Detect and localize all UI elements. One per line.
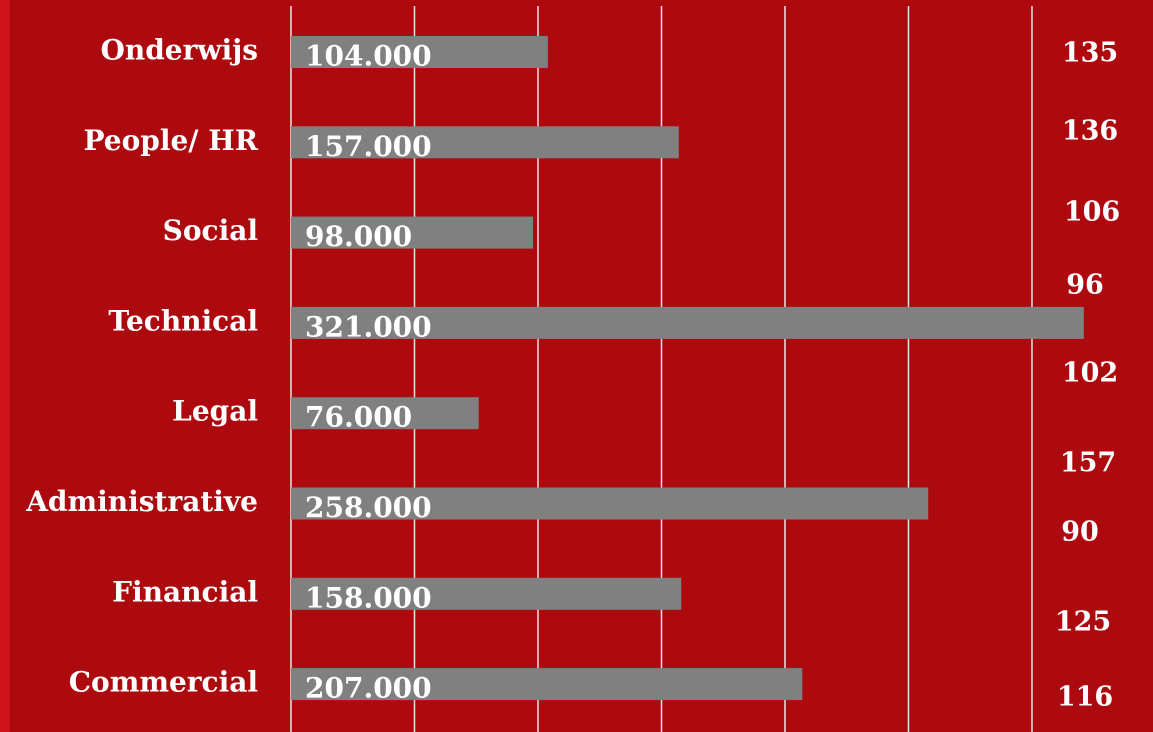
bar bbox=[291, 216, 534, 249]
side-value: 135 bbox=[1062, 38, 1118, 69]
side-value: 125 bbox=[1055, 607, 1111, 638]
bar bbox=[291, 126, 679, 159]
side-value: 116 bbox=[1057, 682, 1113, 713]
bar bbox=[291, 306, 1084, 339]
bar bbox=[291, 397, 479, 430]
side-value: 136 bbox=[1062, 116, 1118, 147]
category-label: Administrative bbox=[25, 485, 258, 518]
category-label: Commercial bbox=[69, 666, 258, 699]
category-label: People/ HR bbox=[83, 124, 258, 157]
bar bbox=[291, 487, 929, 520]
side-value: 96 bbox=[1066, 270, 1104, 301]
side-value: 106 bbox=[1064, 197, 1120, 228]
value-label: 76.000 bbox=[305, 401, 412, 434]
side-value: 157 bbox=[1060, 448, 1116, 479]
category-label: Financial bbox=[112, 575, 258, 608]
bar bbox=[291, 36, 548, 68]
bar bbox=[291, 577, 682, 610]
left-strip bbox=[0, 0, 10, 732]
category-label: Legal bbox=[172, 395, 258, 428]
value-label: 157.000 bbox=[305, 130, 432, 163]
category-label: Onderwijs bbox=[100, 34, 258, 67]
value-label: 207.000 bbox=[305, 672, 432, 705]
value-label: 158.000 bbox=[305, 581, 432, 614]
category-label: Social bbox=[163, 214, 258, 247]
value-label: 321.000 bbox=[305, 310, 432, 343]
value-label: 98.000 bbox=[305, 220, 412, 253]
value-label: 258.000 bbox=[305, 491, 432, 524]
side-value: 90 bbox=[1061, 517, 1099, 548]
category-label: Technical bbox=[108, 304, 258, 337]
side-value: 102 bbox=[1062, 358, 1118, 389]
value-label: 104.000 bbox=[305, 40, 432, 73]
bar bbox=[291, 668, 803, 701]
